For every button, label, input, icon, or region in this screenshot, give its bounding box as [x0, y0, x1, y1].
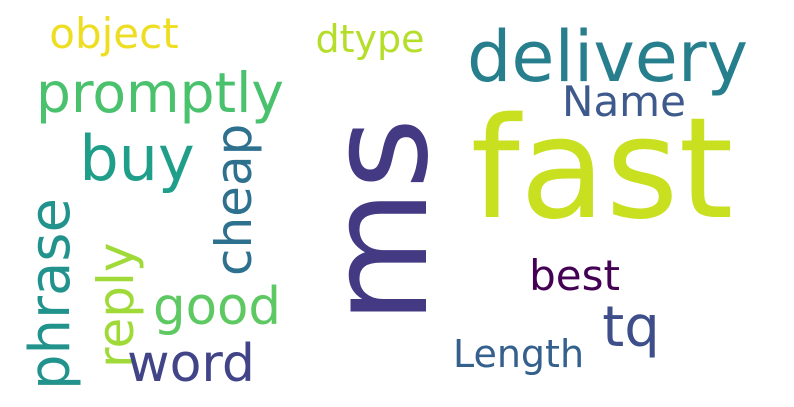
word-ms: ms [298, 117, 459, 325]
word-name: Name [562, 77, 686, 126]
word-length: Length [452, 332, 585, 376]
word-good: good [153, 277, 281, 338]
word-dtype: dtype [315, 17, 425, 61]
word-fast: fast [470, 88, 734, 251]
word-best: best [529, 251, 620, 300]
word-phrase: phrase [18, 198, 83, 390]
word-cheap: cheap [205, 123, 263, 277]
word-word: word [127, 333, 255, 394]
word-delivery: delivery [466, 16, 749, 98]
word-object: object [49, 9, 179, 58]
word-buy: buy [79, 122, 195, 195]
word-tq: tq [602, 295, 660, 360]
word-promptly: promptly [36, 61, 284, 126]
